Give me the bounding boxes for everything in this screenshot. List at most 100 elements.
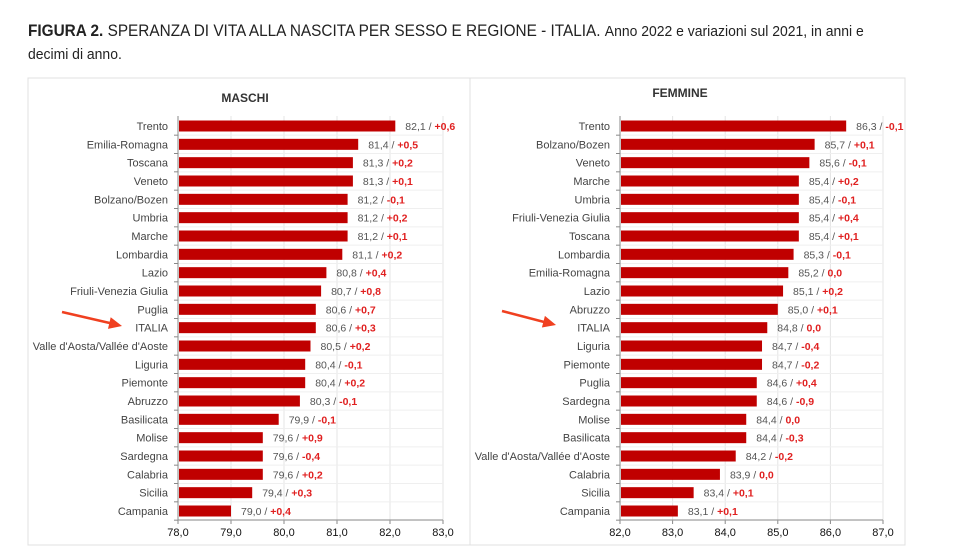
value-text: 86,3 /	[856, 121, 885, 133]
value-text: 84,4 /	[756, 433, 785, 445]
change-text: +0,3	[291, 488, 312, 500]
bar	[179, 377, 306, 389]
category-label: Toscana	[127, 158, 169, 170]
data-label: 84,2 / -0,2	[746, 451, 793, 463]
change-text: -0,2	[775, 451, 793, 463]
category-label: Sardegna	[562, 396, 611, 408]
value-text: 84,4 /	[756, 414, 785, 426]
bar	[179, 157, 353, 169]
value-text: 81,4 /	[368, 139, 397, 151]
data-label: 86,3 / -0,1	[856, 121, 903, 133]
data-label: 84,4 / 0,0	[756, 414, 800, 426]
change-text: -0,1	[833, 249, 851, 261]
bar	[179, 248, 343, 260]
category-label: Campania	[118, 506, 169, 518]
category-label: Lazio	[584, 286, 610, 298]
data-label: 79,6 / +0,2	[273, 469, 323, 481]
value-text: 84,6 /	[767, 378, 796, 390]
arrow-head	[107, 317, 122, 329]
value-text: 80,5 /	[321, 341, 350, 353]
category-label: Puglia	[579, 378, 610, 390]
data-label: 81,3 / +0,2	[363, 158, 413, 170]
data-label: 84,7 / -0,4	[772, 341, 819, 353]
bar	[179, 193, 348, 205]
data-label: 80,5 / +0,2	[321, 341, 371, 353]
change-text: +0,2	[382, 249, 403, 261]
change-text: -0,1	[318, 414, 336, 426]
bar	[621, 248, 794, 260]
data-label: 80,3 / -0,1	[310, 396, 357, 408]
bar	[179, 212, 348, 224]
highlight-arrow-icon	[61, 310, 122, 329]
arrow-head	[541, 315, 556, 328]
panel-title: FEMMINE	[652, 86, 707, 100]
x-tick-label: 87,0	[872, 527, 893, 539]
change-text: +0,6	[435, 121, 456, 133]
change-text: +0,1	[838, 231, 859, 243]
bar	[621, 505, 678, 517]
x-tick-label: 86,0	[820, 527, 841, 539]
change-text: +0,1	[387, 231, 408, 243]
value-text: 85,7 /	[825, 139, 854, 151]
category-label: ITALIA	[135, 323, 168, 335]
change-text: +0,1	[733, 488, 754, 500]
category-label: Bolzano/Bozen	[536, 139, 610, 151]
category-label: Sicilia	[581, 488, 611, 500]
category-label: Trento	[579, 121, 610, 133]
value-text: 79,6 /	[273, 469, 302, 481]
value-text: 80,4 /	[315, 359, 344, 371]
value-text: 85,4 /	[809, 194, 838, 206]
arrow-shaft	[61, 310, 115, 326]
data-label: 79,4 / +0,3	[262, 488, 312, 500]
value-text: 81,2 /	[358, 194, 387, 206]
bar	[621, 175, 799, 187]
bar	[179, 230, 348, 242]
change-text: -0,3	[785, 433, 803, 445]
data-label: 84,4 / -0,3	[756, 433, 803, 445]
change-text: +0,5	[397, 139, 418, 151]
panel-title: MASCHI	[221, 91, 268, 105]
bar	[621, 120, 847, 132]
category-label: Abruzzo	[570, 304, 610, 316]
data-label: 81,3 / +0,1	[363, 176, 413, 188]
data-label: 79,9 / -0,1	[289, 414, 336, 426]
bar	[621, 285, 784, 297]
data-label: 84,7 / -0,2	[772, 359, 819, 371]
change-text: 0,0	[785, 414, 800, 426]
change-text: +0,7	[355, 304, 376, 316]
data-label: 85,2 / 0,0	[798, 268, 842, 280]
category-label: Puglia	[137, 304, 168, 316]
change-text: -0,4	[302, 451, 320, 463]
category-label: Molise	[136, 433, 168, 445]
category-label: Calabria	[569, 469, 611, 481]
x-tick-label: 84,0	[714, 527, 735, 539]
data-label: 85,6 / -0,1	[819, 158, 866, 170]
change-text: -0,1	[387, 194, 405, 206]
data-label: 80,6 / +0,7	[326, 304, 376, 316]
bar	[179, 468, 263, 480]
x-tick-label: 81,0	[326, 527, 347, 539]
change-text: +0,1	[717, 506, 738, 518]
value-text: 83,1 /	[688, 506, 717, 518]
value-text: 85,0 /	[788, 304, 817, 316]
data-label: 80,4 / +0,2	[315, 378, 365, 390]
value-text: 81,1 /	[352, 249, 381, 261]
category-label: Basilicata	[563, 433, 611, 445]
change-text: +0,4	[366, 268, 387, 280]
figure-label: FIGURA 2.	[28, 22, 104, 40]
value-text: 85,3 /	[804, 249, 833, 261]
value-text: 81,3 /	[363, 158, 392, 170]
category-label: Liguria	[577, 341, 611, 353]
category-label: Marche	[573, 176, 610, 188]
data-label: 85,7 / +0,1	[825, 139, 875, 151]
bar	[179, 120, 396, 132]
value-text: 85,4 /	[809, 213, 838, 225]
bar	[621, 157, 810, 169]
category-label: Friuli-Venezia Giulia	[70, 286, 169, 298]
data-label: 80,8 / +0,4	[336, 268, 386, 280]
change-text: +0,2	[302, 469, 323, 481]
change-text: +0,1	[854, 139, 875, 151]
category-label: ITALIA	[577, 323, 610, 335]
bar	[179, 450, 263, 462]
x-tick-label: 82,0	[379, 527, 400, 539]
